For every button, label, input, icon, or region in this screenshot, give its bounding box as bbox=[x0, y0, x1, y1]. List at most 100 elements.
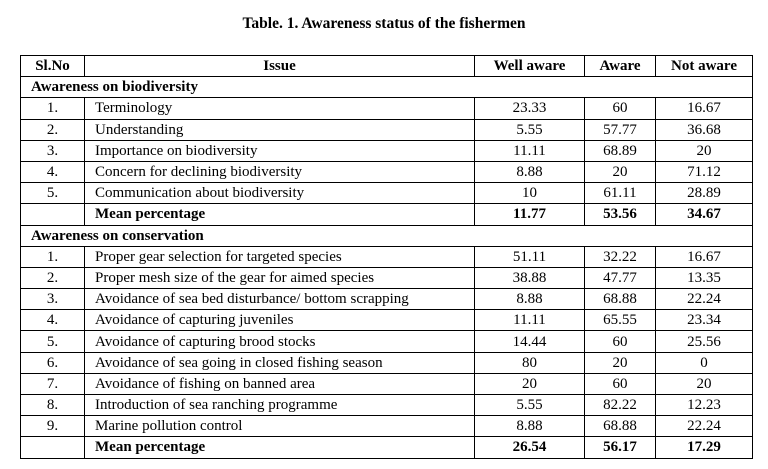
cell-not-aware: 22.24 bbox=[655, 288, 753, 311]
cell-not-aware: 22.24 bbox=[655, 415, 753, 438]
table-row: 2. Understanding 5.55 57.77 36.68 bbox=[20, 118, 753, 141]
header-row: Sl.No Issue Well aware Aware Not aware bbox=[20, 54, 753, 78]
cell-slno: 3. bbox=[20, 288, 85, 311]
cell-issue: Understanding bbox=[84, 118, 475, 141]
cell-not-aware: 20 bbox=[655, 372, 753, 396]
table-row: 3. Importance on biodiversity 11.11 68.89 20 bbox=[20, 139, 753, 162]
cell-aware: 47.77 bbox=[584, 266, 656, 290]
cell-aware: 53.56 bbox=[584, 203, 656, 226]
header-aware: Aware bbox=[584, 54, 656, 78]
cell-not-aware: 13.35 bbox=[655, 266, 753, 290]
cell-well-aware: 8.88 bbox=[474, 288, 585, 311]
cell-aware: 20 bbox=[584, 351, 656, 374]
cell-slno: 1. bbox=[20, 245, 85, 268]
cell-issue: Avoidance of sea bed disturbance/ bottom… bbox=[84, 288, 475, 311]
cell-aware: 68.88 bbox=[584, 288, 656, 311]
cell-issue: Importance on biodiversity bbox=[84, 139, 475, 162]
cell-issue: Mean percentage bbox=[84, 203, 475, 226]
table-row: 8. Introduction of sea ranching programme… bbox=[20, 393, 753, 417]
cell-well-aware: 5.55 bbox=[474, 118, 585, 141]
table-row: 4. Avoidance of capturing juveniles 11.11 6… bbox=[20, 309, 753, 332]
cell-slno: 7. bbox=[20, 372, 85, 396]
cell-issue: Avoidance of fishing on banned area bbox=[84, 372, 475, 396]
cell-slno: 8. bbox=[20, 393, 85, 417]
header-not-aware: Not aware bbox=[655, 54, 753, 78]
cell-not-aware: 17.29 bbox=[655, 436, 753, 459]
cell-not-aware: 34.67 bbox=[655, 203, 753, 226]
table-row: 2. Proper mesh size of the gear for aimed… bbox=[20, 266, 753, 290]
cell-well-aware: 23.33 bbox=[474, 97, 585, 120]
cell-well-aware: 20 bbox=[474, 372, 585, 396]
cell-issue: Terminology bbox=[84, 97, 475, 120]
cell-aware: 82.22 bbox=[584, 393, 656, 417]
cell-aware: 65.55 bbox=[584, 309, 656, 332]
cell-not-aware: 12.23 bbox=[655, 393, 753, 417]
cell-slno: 4. bbox=[20, 160, 85, 184]
cell-aware: 32.22 bbox=[584, 245, 656, 268]
table-row: 6. Avoidance of sea going in closed fishi… bbox=[20, 351, 753, 374]
cell-well-aware: 10 bbox=[474, 182, 585, 205]
cell-aware: 60 bbox=[584, 330, 656, 353]
cell-well-aware: 11.11 bbox=[474, 139, 585, 162]
table-body: Awareness on biodiversity 1. Terminology 23… bbox=[20, 76, 753, 459]
awareness-table: Sl.No Issue Well aware Aware Not aware A… bbox=[20, 54, 753, 459]
table-title: Table. 1. Awareness status of the fisher… bbox=[242, 15, 526, 32]
section-row: Awareness on conservation bbox=[20, 224, 753, 247]
cell-well-aware: 8.88 bbox=[474, 160, 585, 184]
section-heading: Awareness on conservation bbox=[20, 224, 753, 247]
cell-aware: 68.89 bbox=[584, 139, 656, 162]
cell-aware: 61.11 bbox=[584, 182, 656, 205]
cell-well-aware: 14.44 bbox=[474, 330, 585, 353]
cell-aware: 20 bbox=[584, 160, 656, 184]
cell-not-aware: 16.67 bbox=[655, 245, 753, 268]
table-row: 1. Terminology 23.33 60 16.67 bbox=[20, 97, 753, 120]
cell-aware: 68.88 bbox=[584, 415, 656, 438]
cell-issue: Avoidance of capturing juveniles bbox=[84, 309, 475, 332]
cell-well-aware: 51.11 bbox=[474, 245, 585, 268]
cell-issue: Concern for declining biodiversity bbox=[84, 160, 475, 184]
cell-slno bbox=[20, 436, 85, 459]
cell-slno: 3. bbox=[20, 139, 85, 162]
cell-not-aware: 28.89 bbox=[655, 182, 753, 205]
cell-not-aware: 71.12 bbox=[655, 160, 753, 184]
cell-issue: Avoidance of capturing brood stocks bbox=[84, 330, 475, 353]
cell-well-aware: 11.77 bbox=[474, 203, 585, 226]
header-well-aware: Well aware bbox=[474, 54, 585, 78]
cell-aware: 60 bbox=[584, 97, 656, 120]
mean-row: Mean percentage 11.77 53.56 34.67 bbox=[20, 203, 753, 226]
cell-slno: 9. bbox=[20, 415, 85, 438]
cell-slno: 6. bbox=[20, 351, 85, 374]
cell-aware: 60 bbox=[584, 372, 656, 396]
cell-issue: Mean percentage bbox=[84, 436, 475, 459]
table-row: 5. Communication about biodiversity 10 61.1… bbox=[20, 182, 753, 205]
table-row: 3. Avoidance of sea bed disturbance/ bott… bbox=[20, 288, 753, 311]
cell-well-aware: 11.11 bbox=[474, 309, 585, 332]
cell-slno bbox=[20, 203, 85, 226]
cell-not-aware: 20 bbox=[655, 139, 753, 162]
cell-well-aware: 8.88 bbox=[474, 415, 585, 438]
cell-issue: Avoidance of sea going in closed fishing… bbox=[84, 351, 475, 374]
table-row: 7. Avoidance of fishing on banned area 20 6… bbox=[20, 372, 753, 396]
cell-not-aware: 25.56 bbox=[655, 330, 753, 353]
cell-slno: 1. bbox=[20, 97, 85, 120]
table-row: 4. Concern for declining biodiversity 8.88… bbox=[20, 160, 753, 184]
cell-slno: 4. bbox=[20, 309, 85, 332]
cell-well-aware: 80 bbox=[474, 351, 585, 374]
table-row: 9. Marine pollution control 8.88 68.88 22.24 bbox=[20, 415, 753, 438]
cell-aware: 57.77 bbox=[584, 118, 656, 141]
cell-issue: Introduction of sea ranching programme bbox=[84, 393, 475, 417]
cell-not-aware: 16.67 bbox=[655, 97, 753, 120]
cell-aware: 56.17 bbox=[584, 436, 656, 459]
cell-issue: Marine pollution control bbox=[84, 415, 475, 438]
cell-not-aware: 0 bbox=[655, 351, 753, 374]
cell-slno: 2. bbox=[20, 266, 85, 290]
cell-not-aware: 23.34 bbox=[655, 309, 753, 332]
cell-well-aware: 26.54 bbox=[474, 436, 585, 459]
cell-well-aware: 5.55 bbox=[474, 393, 585, 417]
table-row: 5. Avoidance of capturing brood stocks 14.… bbox=[20, 330, 753, 353]
mean-row: Mean percentage 26.54 56.17 17.29 bbox=[20, 436, 753, 459]
cell-slno: 5. bbox=[20, 330, 85, 353]
cell-issue: Proper mesh size of the gear for aimed s… bbox=[84, 266, 475, 290]
header-slno: Sl.No bbox=[20, 54, 85, 78]
cell-issue: Communication about biodiversity bbox=[84, 182, 475, 205]
